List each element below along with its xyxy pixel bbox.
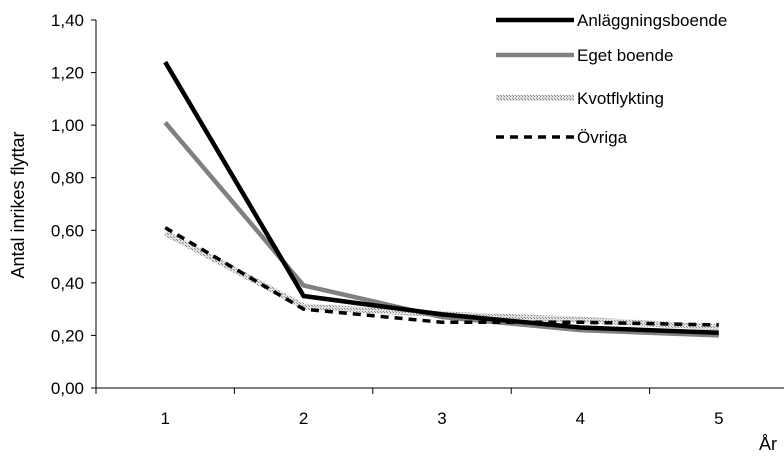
x-tick-label: 5: [714, 409, 723, 428]
series-line-0: [163, 60, 719, 336]
x-tick-label: 2: [299, 409, 308, 428]
y-tick-label: 0,60: [51, 221, 84, 240]
series-layer: [163, 60, 719, 338]
x-axis-label: År: [759, 434, 777, 454]
legend-label-2: Kvotflykting: [577, 89, 664, 108]
y-tick-label: 1,20: [51, 64, 84, 83]
x-tick-label: 4: [576, 409, 585, 428]
y-tick-label: 0,20: [51, 326, 84, 345]
y-tick-label: 0,00: [51, 379, 84, 398]
legend-label-1: Eget boende: [577, 46, 673, 65]
legend: Anläggningsboende Eget boende Kvotflykting…: [496, 11, 727, 147]
x-tick-label: 3: [437, 409, 446, 428]
series-line-1: [163, 121, 719, 338]
y-tick-label: 0,80: [51, 169, 84, 188]
y-tick-label: 1,00: [51, 116, 84, 135]
axes: 0,00 0,20 0,40 0,60 0,80 1,00 1,20 1,40 1 2 3 4 5: [51, 11, 784, 428]
x-tick-label: 1: [160, 409, 169, 428]
series-line-3: [164, 226, 719, 327]
legend-label-3: Övriga: [577, 128, 628, 147]
legend-label-0: Anläggningsboende: [577, 11, 727, 30]
y-tick-label: 1,40: [51, 11, 84, 30]
y-axis-label: Antal inrikes flyttar: [8, 131, 28, 278]
y-tick-label: 0,40: [51, 274, 84, 293]
